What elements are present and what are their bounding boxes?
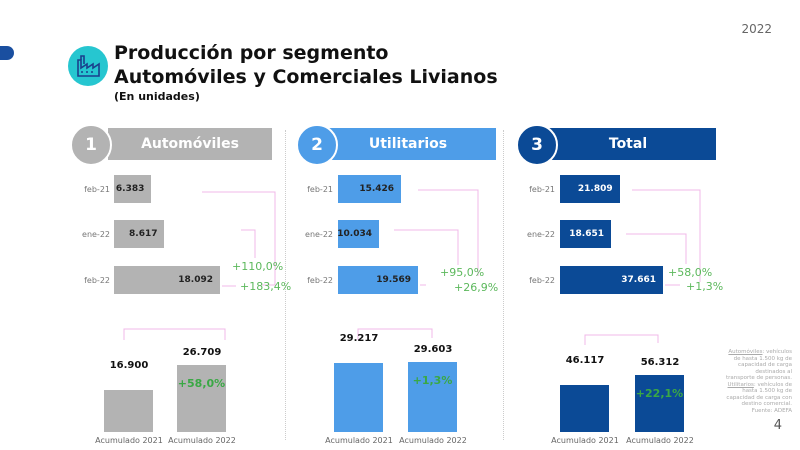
growth-label: +1,3% xyxy=(686,280,724,293)
panel-header: Utilitarios xyxy=(320,128,496,160)
cumulative-growth: +58,0% xyxy=(177,377,226,390)
connector xyxy=(632,189,701,282)
cumulative-bar xyxy=(104,389,153,432)
connector xyxy=(123,328,226,340)
cumulative-growth: +22,1% xyxy=(635,387,684,400)
bar-feb-22: 19.569 xyxy=(338,266,418,294)
cumulative-value: 56.312 xyxy=(640,357,680,368)
panel-header: Automóviles xyxy=(108,128,272,160)
category-label: ene-22 xyxy=(305,230,333,239)
footnote-source: Fuente: ADEFA xyxy=(751,407,792,414)
growth-label: +110,0% xyxy=(232,260,284,273)
cumulative-category: Acumulado 2022 xyxy=(399,436,467,445)
slide-marker xyxy=(0,46,14,60)
page-title: Producción por segmento xyxy=(114,42,389,64)
page-title-line2: Automóviles y Comerciales Livianos xyxy=(114,66,498,88)
cumulative-growth: +1,3% xyxy=(412,374,453,387)
cumulative-value: 29.217 xyxy=(339,332,379,344)
connector xyxy=(241,229,256,258)
footnote: Automóviles: vehículos de hasta 1.500 kg… xyxy=(726,349,793,414)
cumulative-bar xyxy=(408,362,457,432)
bar-ene-22: 18.651 xyxy=(560,220,611,248)
footnote-text: : vehículos de hasta 1.500 kg de capacid… xyxy=(726,349,792,381)
category-label: feb-22 xyxy=(307,276,333,285)
panel-number-badge: 2 xyxy=(296,124,338,166)
factory-icon xyxy=(68,46,108,86)
category-label: feb-21 xyxy=(84,185,110,194)
bar-feb-22: 37.661 xyxy=(560,266,663,294)
panel-header: Total xyxy=(540,128,716,160)
connector xyxy=(584,334,659,345)
cumulative-value: 26.709 xyxy=(182,347,222,358)
growth-label: +26,9% xyxy=(454,281,499,294)
connector xyxy=(394,229,459,265)
cumulative-bar xyxy=(635,375,684,432)
growth-label: +183,4% xyxy=(240,280,292,293)
footnote-term: Automóviles xyxy=(728,349,763,355)
panel-number-badge: 1 xyxy=(70,124,112,166)
cumulative-category: Acumulado 2021 xyxy=(325,436,393,445)
cumulative-category: Acumulado 2021 xyxy=(551,436,619,445)
connector xyxy=(418,189,479,276)
bar-feb-21: 15.426 xyxy=(338,175,402,203)
category-label: ene-22 xyxy=(527,230,555,239)
bar-feb-21: 21.809 xyxy=(560,175,620,203)
bar-feb-21: 6.383 xyxy=(114,175,152,203)
cumulative-value: 46.117 xyxy=(565,355,605,367)
connector xyxy=(626,233,687,264)
footnote-term: Utilitarios xyxy=(727,381,754,388)
connector xyxy=(357,328,433,340)
cumulative-value: 29.603 xyxy=(413,344,453,355)
connector xyxy=(202,191,276,286)
panel-divider xyxy=(285,130,286,440)
category-label: feb-22 xyxy=(529,276,555,285)
bar-ene-22: 8.617 xyxy=(114,220,165,248)
cumulative-bar xyxy=(177,365,226,432)
growth-label: +95,0% xyxy=(440,266,485,279)
cumulative-category: Acumulado 2022 xyxy=(168,436,236,445)
cumulative-bar xyxy=(334,362,383,432)
panel-divider xyxy=(503,130,504,440)
panel-number-badge: 3 xyxy=(516,124,558,166)
footnote-text: : vehículos de hasta 1.500 kg de capacid… xyxy=(726,381,792,408)
category-label: feb-21 xyxy=(307,185,333,194)
cumulative-category: Acumulado 2021 xyxy=(95,436,163,445)
page-subtitle: (En unidades) xyxy=(114,90,200,103)
bar-feb-22: 18.092 xyxy=(114,266,220,294)
bar-ene-22: 10.034 xyxy=(337,220,380,248)
year-label: 2022 xyxy=(741,22,772,36)
cumulative-bar xyxy=(560,385,609,432)
cumulative-category: Acumulado 2022 xyxy=(626,436,694,445)
cumulative-value: 16.900 xyxy=(109,359,149,371)
category-label: feb-21 xyxy=(529,185,555,194)
category-label: ene-22 xyxy=(82,230,110,239)
category-label: feb-22 xyxy=(84,276,110,285)
growth-label: +58,0% xyxy=(668,266,713,279)
page-number: 4 xyxy=(773,418,782,433)
